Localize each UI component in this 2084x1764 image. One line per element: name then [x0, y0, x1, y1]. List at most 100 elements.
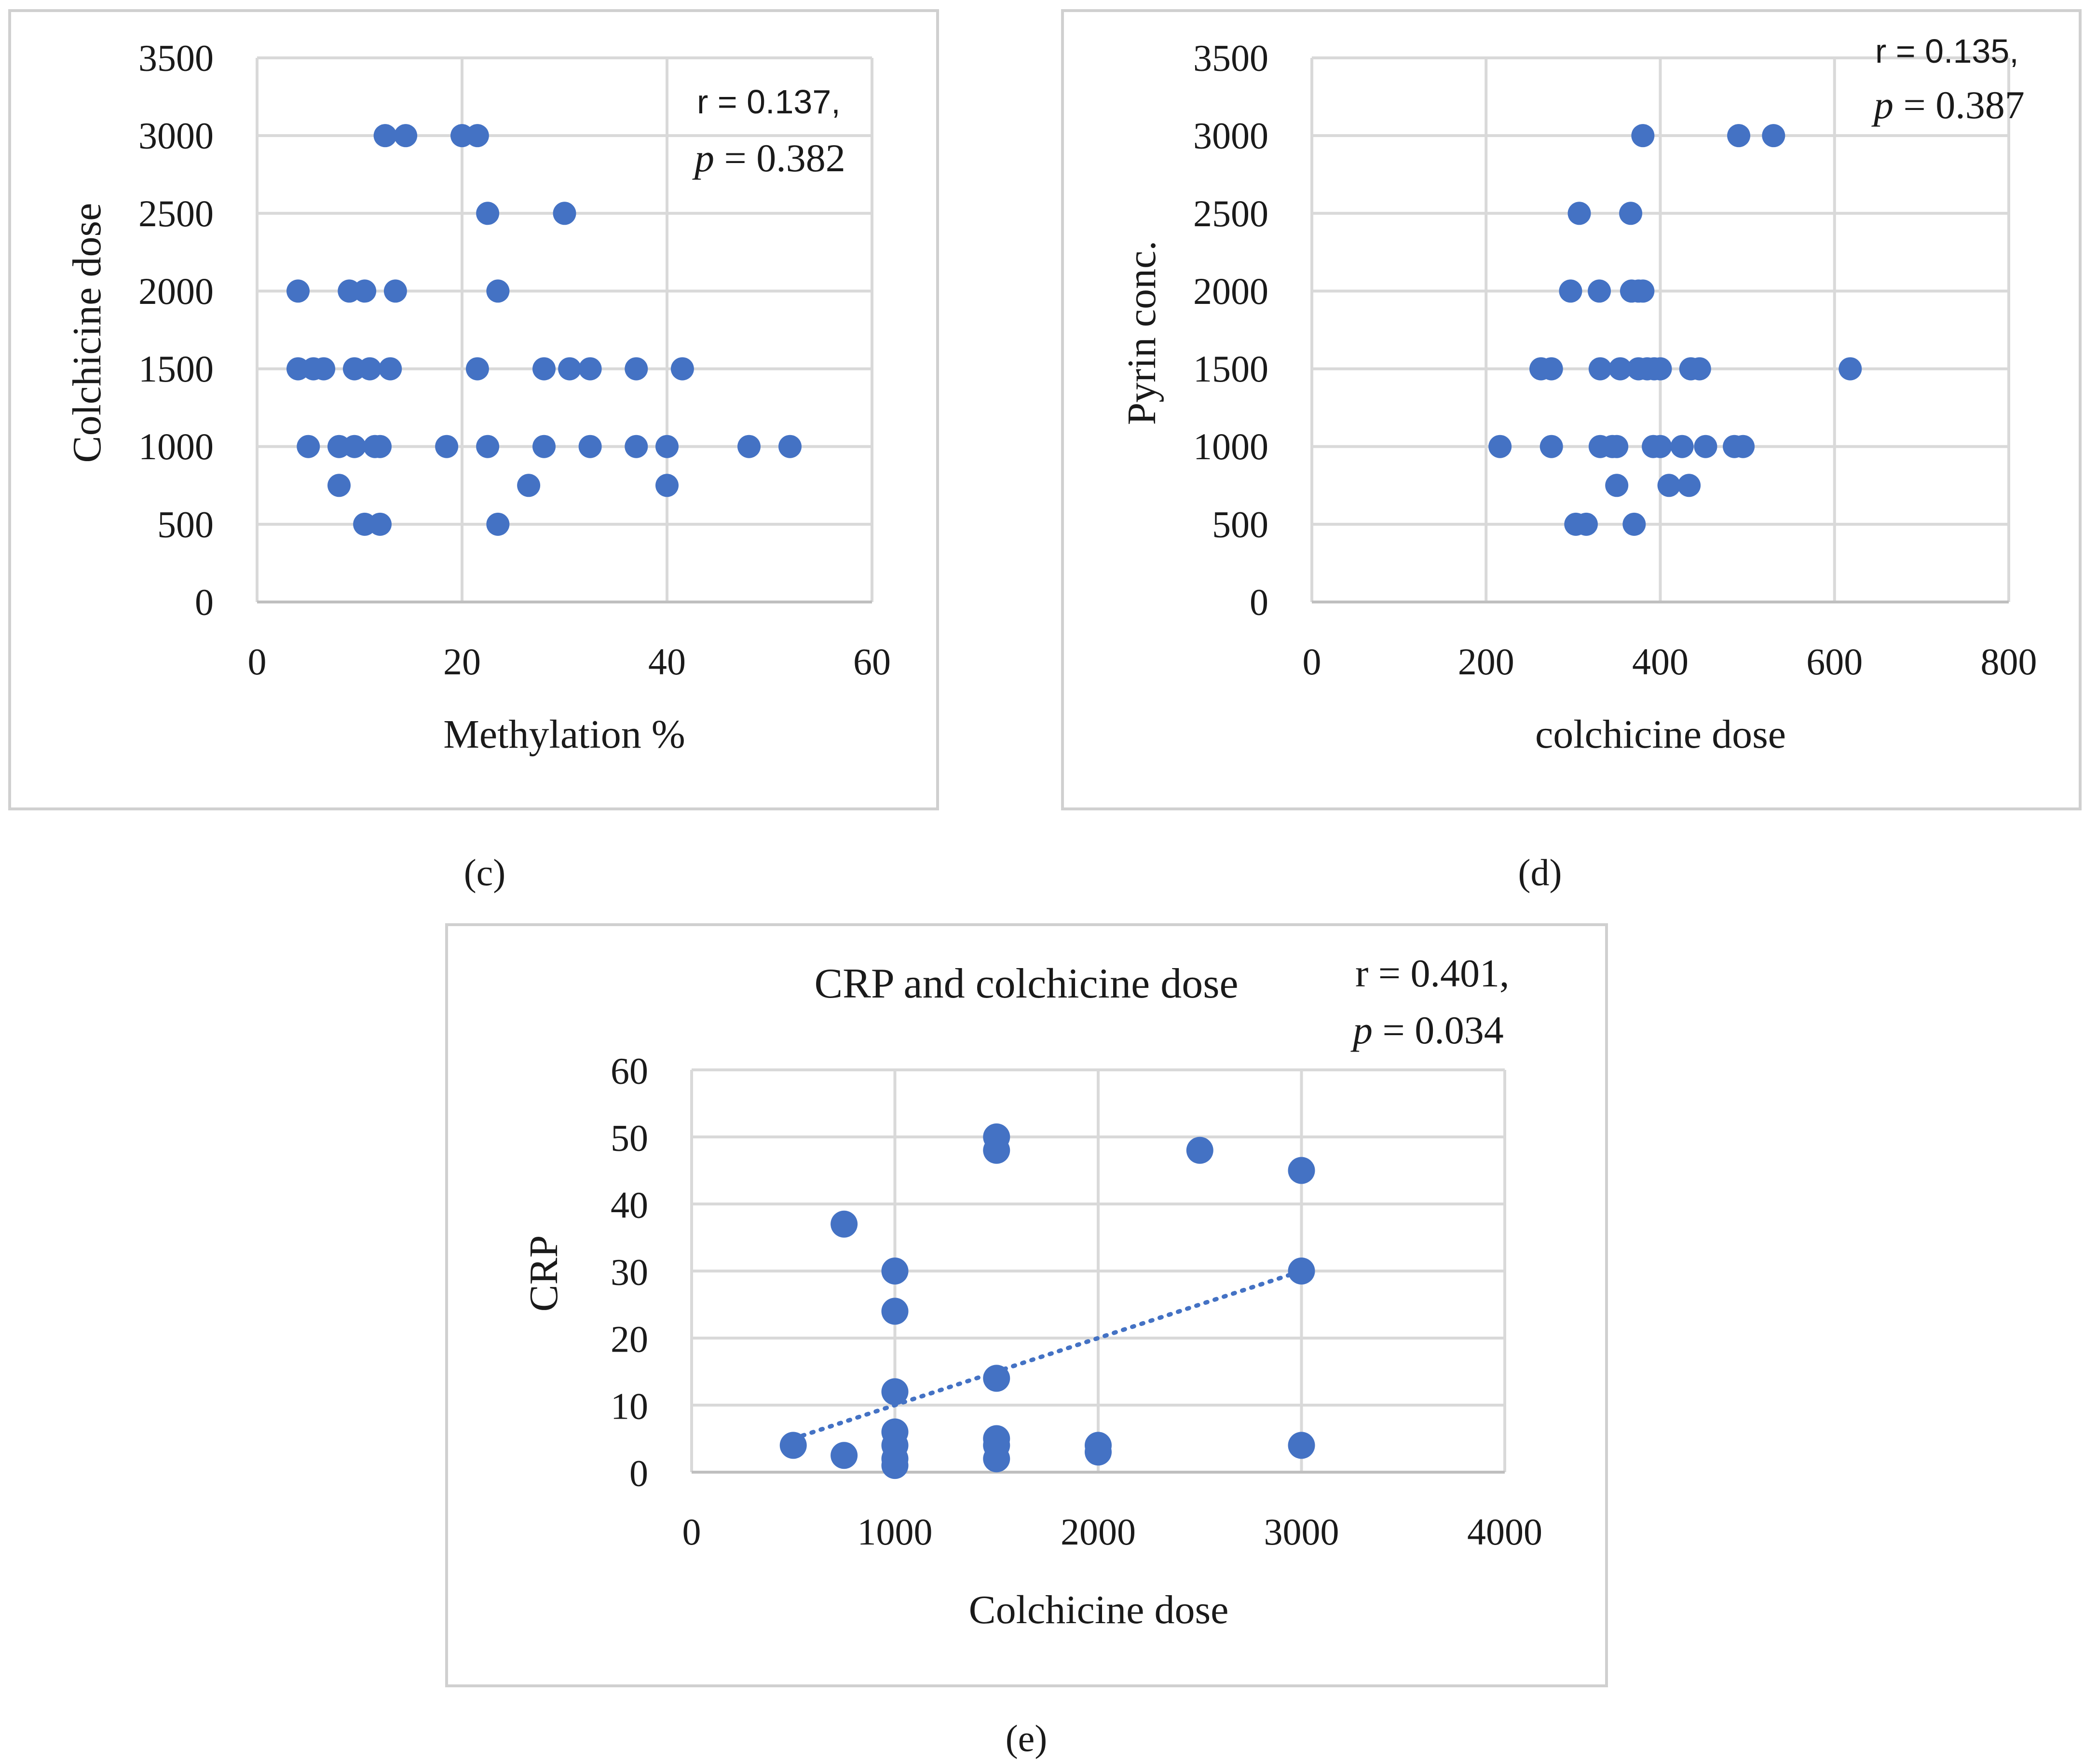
stat-p-value-d: = 0.387	[1893, 83, 2025, 127]
data-point	[517, 474, 541, 497]
data-point	[655, 474, 679, 497]
chart-panel-e: CRP and colchicine dose 0 10 20 30 40 50 60 0 10…	[445, 923, 1608, 1687]
data-point	[983, 1365, 1010, 1392]
data-point	[476, 202, 500, 225]
data-point	[1288, 1432, 1315, 1459]
data-point	[532, 357, 556, 381]
data-point	[1631, 124, 1655, 148]
x-tick-label: 800	[1981, 641, 2037, 683]
panel-label-d: (d)	[1518, 851, 1562, 893]
y-tick-label: 500	[1212, 503, 1268, 545]
chart-title-e: CRP and colchicine dose	[814, 960, 1238, 1007]
y-tick-label: 60	[611, 1050, 648, 1092]
data-point	[368, 435, 392, 458]
data-point	[881, 1378, 909, 1406]
data-point	[342, 435, 366, 458]
x-axis-title-d: colchicine dose	[1535, 712, 1786, 757]
data-point	[558, 357, 582, 381]
data-points-d	[1488, 124, 1862, 536]
data-point	[578, 435, 602, 458]
y-tick-label: 1000	[138, 425, 214, 467]
y-tick-label: 1500	[138, 348, 214, 390]
data-point	[1694, 435, 1717, 458]
y-tick-label: 2000	[138, 270, 214, 312]
data-point	[312, 357, 336, 381]
data-point	[1488, 435, 1512, 458]
data-point	[670, 357, 694, 381]
data-point	[353, 279, 377, 303]
y-tick-label: 0	[1250, 581, 1268, 623]
data-point	[881, 1452, 909, 1479]
x-tick-label: 1000	[858, 1511, 933, 1553]
y-tick-label: 3500	[1193, 37, 1268, 79]
data-point	[881, 1298, 909, 1325]
data-point	[1657, 474, 1681, 497]
x-tick-label: 20	[443, 641, 481, 683]
data-point	[1186, 1136, 1213, 1164]
y-tick-label: 2500	[138, 192, 214, 234]
data-point	[465, 357, 489, 381]
stat-r-e: r = 0.401,	[1355, 951, 1510, 995]
tick-labels-d: 0 500 1000 1500 2000 2500 3000 3500 0 200 400 600 80…	[1193, 37, 2037, 683]
y-tick-label: 500	[157, 503, 214, 545]
x-axis-title-c: Methylation %	[443, 712, 685, 757]
data-point	[1688, 357, 1711, 381]
data-points-c	[286, 124, 802, 536]
data-point	[532, 435, 556, 458]
data-point	[1839, 357, 1862, 381]
data-point	[553, 202, 576, 225]
data-point	[831, 1210, 858, 1238]
x-tick-label: 4000	[1467, 1511, 1542, 1553]
gridlines-e	[690, 1068, 1506, 1474]
data-points-e	[779, 1123, 1315, 1479]
data-point	[1539, 357, 1563, 381]
x-tick-label: 3000	[1264, 1511, 1339, 1553]
data-point	[465, 124, 489, 148]
y-axis-title-c: Colchicine dose	[65, 203, 109, 463]
data-point	[737, 435, 761, 458]
x-tick-label: 40	[648, 641, 686, 683]
data-point	[286, 279, 310, 303]
y-tick-label: 40	[611, 1184, 648, 1226]
data-point	[1727, 124, 1751, 148]
y-tick-label: 20	[611, 1318, 648, 1360]
x-tick-label: 600	[1806, 641, 1863, 683]
data-point	[486, 512, 510, 536]
data-point	[1622, 512, 1646, 536]
data-point	[368, 512, 392, 536]
stat-p-e: p = 0.034	[1350, 1008, 1504, 1052]
data-point	[297, 435, 320, 458]
stat-p-symbol-d: p	[1871, 83, 1893, 127]
data-point	[1670, 435, 1694, 458]
data-point	[625, 435, 648, 458]
y-tick-label: 3500	[138, 37, 214, 79]
y-tick-label: 2000	[1193, 270, 1268, 312]
data-point	[379, 357, 402, 381]
panel-label-c: (c)	[464, 851, 506, 893]
data-point	[383, 279, 407, 303]
chart-panel-c: 0 500 1000 1500 2000 2500 3000 3500 0 20 40 60 Meth…	[8, 9, 939, 810]
data-point	[983, 1136, 1010, 1164]
trendline	[791, 1269, 1304, 1441]
data-point	[435, 435, 459, 458]
tick-labels-c: 0 500 1000 1500 2000 2500 3000 3500 0 20 40 60	[138, 37, 891, 683]
data-point	[1559, 279, 1582, 303]
data-point	[1619, 202, 1643, 225]
data-point	[394, 124, 418, 148]
y-tick-label: 0	[629, 1452, 648, 1494]
data-point	[486, 279, 510, 303]
data-point	[779, 1432, 807, 1459]
data-point	[983, 1445, 1010, 1473]
stat-r-c: r = 0.137,	[697, 83, 841, 121]
x-tick-label: 0	[682, 1511, 701, 1553]
chart-panel-d: 0 500 1000 1500 2000 2500 3000 3500 0 200 400 600 80…	[1061, 9, 2082, 810]
data-point	[1762, 124, 1785, 148]
data-point	[655, 435, 679, 458]
stat-p-symbol-c: p	[692, 136, 714, 180]
stat-p-symbol-e: p	[1350, 1008, 1373, 1052]
x-tick-label: 2000	[1061, 1511, 1136, 1553]
data-point	[1574, 512, 1598, 536]
chart-frame-e	[445, 923, 1608, 1687]
y-tick-label: 30	[611, 1251, 648, 1293]
